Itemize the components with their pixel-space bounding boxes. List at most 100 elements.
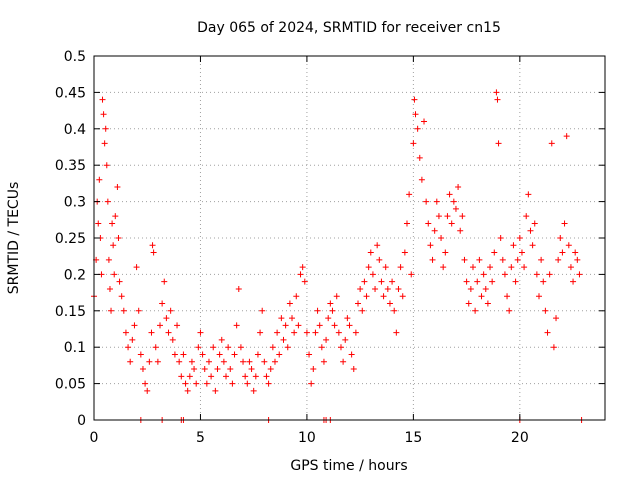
- data-point: [570, 278, 577, 285]
- data-point: [531, 220, 538, 227]
- data-point: [438, 235, 445, 241]
- data-point: [335, 329, 342, 336]
- data-point: [408, 271, 415, 278]
- data-point: [186, 373, 193, 380]
- data-point: [508, 264, 515, 271]
- data-point: [125, 344, 132, 351]
- y-tick-label: 0.5: [64, 49, 86, 65]
- data-point: [576, 271, 583, 278]
- data-point: [208, 373, 215, 380]
- data-point: [115, 235, 122, 241]
- data-point: [440, 264, 447, 271]
- data-point: [96, 176, 103, 183]
- data-point: [516, 235, 523, 241]
- data-point: [425, 220, 432, 227]
- data-point: [312, 329, 319, 336]
- data-point: [521, 264, 528, 271]
- data-point: [484, 300, 491, 307]
- data-point: [557, 235, 564, 241]
- data-point: [180, 351, 187, 358]
- data-point: [431, 227, 438, 234]
- data-point: [120, 307, 127, 314]
- chart-title: Day 065 of 2024, SRMTID for receiver cn1…: [197, 20, 501, 36]
- data-point: [159, 300, 166, 307]
- data-point: [127, 358, 134, 365]
- data-point: [476, 256, 483, 263]
- data-point: [323, 336, 330, 343]
- data-point: [242, 373, 249, 380]
- data-point: [494, 96, 501, 103]
- data-point: [442, 249, 449, 256]
- y-tick-label: 0.4: [64, 122, 86, 138]
- data-point: [446, 191, 453, 198]
- data-point: [480, 271, 487, 278]
- x-axis-label: GPS time / hours: [290, 458, 407, 474]
- data-point: [278, 315, 285, 322]
- x-tick-label: 20: [511, 430, 529, 446]
- data-point: [316, 322, 323, 329]
- data-point: [99, 96, 106, 103]
- data-point: [197, 329, 204, 336]
- data-point: [129, 336, 136, 343]
- data-point: [361, 278, 368, 285]
- x-tick-label: 0: [90, 430, 99, 446]
- data-point: [461, 256, 468, 263]
- data-point: [148, 329, 155, 336]
- data-point: [467, 285, 474, 292]
- data-point: [497, 235, 504, 241]
- data-point: [433, 198, 440, 205]
- data-point: [384, 285, 391, 292]
- data-point: [201, 366, 208, 373]
- data-point: [171, 351, 178, 358]
- data-point: [184, 387, 191, 394]
- data-point: [101, 140, 108, 147]
- data-point: [380, 293, 387, 300]
- data-point: [199, 351, 206, 358]
- data-point: [216, 351, 223, 358]
- data-point: [444, 213, 451, 220]
- data-point: [514, 256, 521, 263]
- data-point: [395, 285, 402, 292]
- data-point: [106, 285, 113, 292]
- data-point: [574, 256, 581, 263]
- data-point: [463, 278, 470, 285]
- data-point: [227, 366, 234, 373]
- data-point: [214, 366, 221, 373]
- data-point: [310, 366, 317, 373]
- x-tick-label: 15: [404, 430, 422, 446]
- data-point: [403, 220, 410, 227]
- data-point: [429, 256, 436, 263]
- data-point: [105, 256, 112, 263]
- data-point: [555, 256, 562, 263]
- data-point: [523, 213, 530, 220]
- data-point: [350, 366, 357, 373]
- data-point: [382, 264, 389, 271]
- data-point: [346, 322, 353, 329]
- data-point: [320, 358, 327, 365]
- data-point: [210, 344, 217, 351]
- data-point: [493, 89, 500, 96]
- data-point: [108, 307, 115, 314]
- data-point: [325, 315, 332, 322]
- data-point: [365, 264, 372, 271]
- data-point: [435, 213, 442, 220]
- data-point: [267, 366, 274, 373]
- data-point: [122, 329, 129, 336]
- data-point: [487, 264, 494, 271]
- data-point: [421, 118, 428, 125]
- data-point: [389, 278, 396, 285]
- data-point: [469, 264, 476, 271]
- data-point: [329, 307, 336, 314]
- data-point: [533, 271, 540, 278]
- data-point: [110, 242, 117, 249]
- data-point: [399, 293, 406, 300]
- data-point: [280, 336, 287, 343]
- y-tick-label: 0.45: [55, 85, 86, 101]
- data-point: [418, 176, 425, 183]
- data-point: [563, 133, 570, 140]
- data-point: [259, 307, 266, 314]
- data-point: [137, 351, 144, 358]
- data-point: [303, 329, 310, 336]
